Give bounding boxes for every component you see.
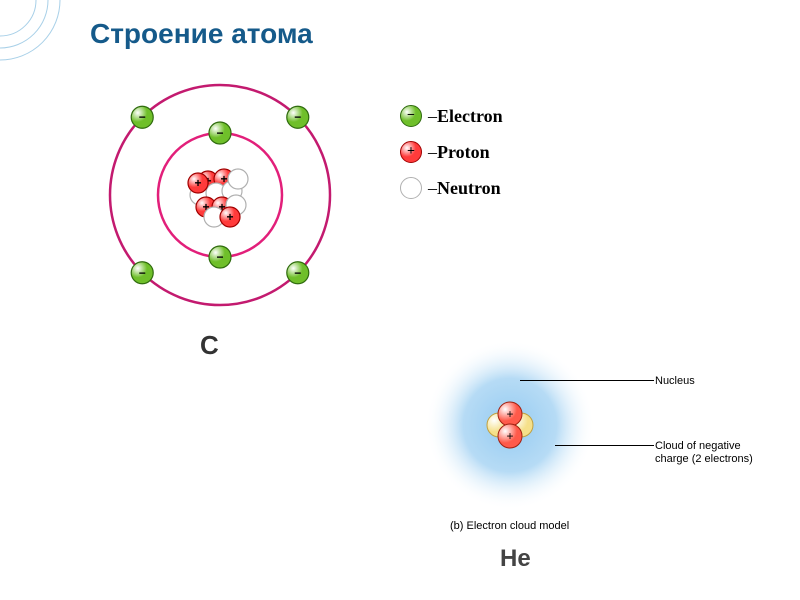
svg-text:−: − [139,266,146,280]
svg-text:−: − [216,126,223,140]
svg-text:−: − [139,110,146,124]
page-title: Строение атома [90,18,313,50]
carbon-atom-diagram: ++++++−−−−−− [95,70,345,320]
helium-caption: (b) Electron cloud model [450,520,569,532]
legend-proton: + – Proton [400,141,503,163]
pointer-line-cloud [555,445,654,446]
pointer-line-nucleus [520,380,654,381]
legend-electron: − – Electron [400,105,503,127]
svg-text:+: + [506,407,513,421]
svg-text:−: − [294,266,301,280]
proton-label: Proton [437,142,490,163]
legend-neutron: – Neutron [400,177,503,199]
neutron-label: Neutron [437,178,501,199]
nucleus-label: Nucleus [655,375,695,387]
svg-text:+: + [194,176,201,190]
svg-text:−: − [216,250,223,264]
cloud-label: Cloud of negative charge (2 electrons) [655,440,753,466]
particle-legend: − – Electron + – Proton – Neutron [400,105,503,213]
helium-atom-diagram: ++ [415,330,605,520]
electron-label: Electron [437,106,503,127]
carbon-symbol: C [200,330,219,361]
svg-text:−: − [294,110,301,124]
electron-icon: − [400,105,422,127]
svg-text:+: + [226,210,233,224]
neutron-icon [400,177,422,199]
corner-decoration [0,0,80,80]
svg-text:+: + [506,429,513,443]
helium-symbol: He [500,545,531,573]
proton-icon: + [400,141,422,163]
